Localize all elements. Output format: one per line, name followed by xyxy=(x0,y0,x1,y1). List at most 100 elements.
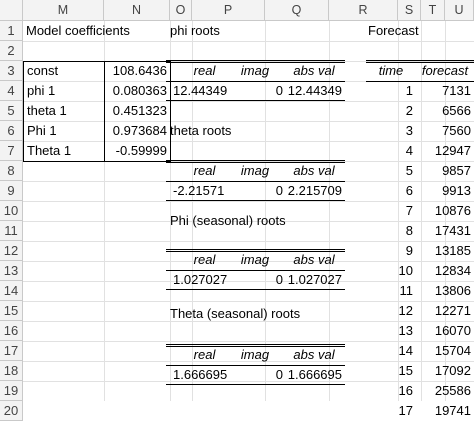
forecast-value-cell[interactable]: 17092 xyxy=(434,363,471,378)
theta-roots-title[interactable]: theta roots xyxy=(170,123,232,138)
row-header-4[interactable]: 4 xyxy=(0,81,23,101)
phi-roots-header-real[interactable]: real xyxy=(193,63,216,78)
model-coefficients-title[interactable]: Model coefficients xyxy=(26,23,130,38)
forecast-value-cell[interactable]: 7131 xyxy=(442,83,471,98)
phi-roots-abs[interactable]: 12.44349 xyxy=(287,83,342,98)
seasonal-phi-roots-header-abs[interactable]: abs val xyxy=(293,252,335,267)
forecast-time-cell[interactable]: 15 xyxy=(398,363,413,378)
row-header-19[interactable]: 19 xyxy=(0,381,23,401)
forecast-value-cell[interactable]: 6566 xyxy=(442,103,471,118)
forecast-value-cell[interactable]: 16070 xyxy=(434,323,471,338)
theta-roots-real[interactable]: -2.21571 xyxy=(173,183,225,198)
column-header-o[interactable]: O xyxy=(170,0,192,21)
column-header-p[interactable]: P xyxy=(192,0,265,21)
forecast-time-cell[interactable]: 6 xyxy=(405,183,413,198)
row-header-17[interactable]: 17 xyxy=(0,341,23,361)
row-header-14[interactable]: 14 xyxy=(0,281,23,301)
forecast-header-forecast[interactable]: forecast xyxy=(421,63,469,78)
seasonal-theta-roots-real[interactable]: 1.666695 xyxy=(173,367,228,382)
forecast-value-cell[interactable]: 9913 xyxy=(442,183,471,198)
forecast-time-cell[interactable]: 16 xyxy=(398,383,413,398)
row-header-1[interactable]: 1 xyxy=(0,21,23,41)
seasonal-theta-roots-abs[interactable]: 1.666695 xyxy=(287,367,342,382)
forecast-value-cell[interactable]: 13185 xyxy=(434,243,471,258)
column-header-u[interactable]: U xyxy=(445,0,474,21)
row-header-13[interactable]: 13 xyxy=(0,261,23,281)
row-header-20[interactable]: 20 xyxy=(0,401,23,421)
forecast-value-cell[interactable]: 12271 xyxy=(434,303,471,318)
column-header-t[interactable]: T xyxy=(421,0,445,21)
coef-value-seasonal-theta1[interactable]: -0.59999 xyxy=(115,143,167,158)
forecast-time-cell[interactable]: 13 xyxy=(398,323,413,338)
column-header-r[interactable]: R xyxy=(329,0,398,21)
coef-label-seasonal-phi1[interactable]: Phi 1 xyxy=(27,123,57,138)
coef-value-theta1[interactable]: 0.451323 xyxy=(112,103,167,118)
forecast-value-cell[interactable]: 15704 xyxy=(434,343,471,358)
seasonal-phi-roots-title[interactable]: Phi (seasonal) roots xyxy=(170,213,286,228)
seasonal-theta-roots-header-imag[interactable]: imag xyxy=(240,347,270,362)
row-header-10[interactable]: 10 xyxy=(0,201,23,221)
row-header-5[interactable]: 5 xyxy=(0,101,23,121)
seasonal-phi-roots-imag[interactable]: 0 xyxy=(275,272,283,287)
forecast-time-cell[interactable]: 12 xyxy=(398,303,413,318)
seasonal-theta-roots-imag[interactable]: 0 xyxy=(275,367,283,382)
coef-value-phi1[interactable]: 0.080363 xyxy=(112,83,167,98)
column-header-n[interactable]: N xyxy=(104,0,170,21)
coef-value-const[interactable]: 108.6436 xyxy=(112,63,167,78)
coef-value-seasonal-phi1[interactable]: 0.973684 xyxy=(112,123,167,138)
coef-label-phi1[interactable]: phi 1 xyxy=(27,83,56,98)
forecast-time-cell[interactable]: 5 xyxy=(405,163,413,178)
row-header-18[interactable]: 18 xyxy=(0,361,23,381)
forecast-value-cell[interactable]: 10876 xyxy=(434,203,471,218)
phi-roots-header-imag[interactable]: imag xyxy=(240,63,270,78)
forecast-time-cell[interactable]: 1 xyxy=(405,83,413,98)
forecast-value-cell[interactable]: 13806 xyxy=(434,283,471,298)
forecast-time-cell[interactable]: 9 xyxy=(405,243,413,258)
row-header-16[interactable]: 16 xyxy=(0,321,23,341)
phi-roots-imag[interactable]: 0 xyxy=(275,83,283,98)
seasonal-theta-roots-header-real[interactable]: real xyxy=(193,347,216,362)
select-all-corner[interactable] xyxy=(0,0,23,21)
forecast-value-cell[interactable]: 7560 xyxy=(442,123,471,138)
forecast-time-cell[interactable]: 11 xyxy=(399,283,414,298)
forecast-title[interactable]: Forecast xyxy=(368,23,419,38)
forecast-value-cell[interactable]: 19741 xyxy=(434,403,471,418)
theta-roots-header-real[interactable]: real xyxy=(193,163,216,178)
row-header-6[interactable]: 6 xyxy=(0,121,23,141)
forecast-time-cell[interactable]: 17 xyxy=(398,403,413,418)
seasonal-theta-roots-title[interactable]: Theta (seasonal) roots xyxy=(170,306,301,321)
phi-roots-real[interactable]: 12.44349 xyxy=(173,83,228,98)
theta-roots-header-abs[interactable]: abs val xyxy=(293,163,335,178)
seasonal-phi-roots-header-imag[interactable]: imag xyxy=(240,252,270,267)
seasonal-theta-roots-header-abs[interactable]: abs val xyxy=(293,347,335,362)
coef-label-const[interactable]: const xyxy=(27,63,59,78)
forecast-time-cell[interactable]: 7 xyxy=(405,203,413,218)
seasonal-phi-roots-abs[interactable]: 1.027027 xyxy=(287,272,342,287)
column-header-q[interactable]: Q xyxy=(265,0,329,21)
forecast-header-time[interactable]: time xyxy=(378,63,404,78)
forecast-time-cell[interactable]: 4 xyxy=(405,143,413,158)
row-header-9[interactable]: 9 xyxy=(0,181,23,201)
theta-roots-header-imag[interactable]: imag xyxy=(240,163,270,178)
forecast-value-cell[interactable]: 17431 xyxy=(434,223,471,238)
forecast-time-cell[interactable]: 10 xyxy=(398,263,413,278)
theta-roots-abs[interactable]: 2.215709 xyxy=(287,183,342,198)
phi-roots-header-abs[interactable]: abs val xyxy=(293,63,335,78)
forecast-time-cell[interactable]: 3 xyxy=(405,123,413,138)
forecast-value-cell[interactable]: 25586 xyxy=(434,383,471,398)
row-header-11[interactable]: 11 xyxy=(0,221,23,241)
forecast-time-cell[interactable]: 2 xyxy=(405,103,413,118)
forecast-value-cell[interactable]: 9857 xyxy=(442,163,471,178)
theta-roots-imag[interactable]: 0 xyxy=(275,183,283,198)
row-header-3[interactable]: 3 xyxy=(0,61,23,81)
row-header-7[interactable]: 7 xyxy=(0,141,23,161)
column-header-m[interactable]: M xyxy=(23,0,104,21)
row-header-2[interactable]: 2 xyxy=(0,41,23,61)
phi-roots-title[interactable]: phi roots xyxy=(170,23,220,38)
seasonal-phi-roots-real[interactable]: 1.027027 xyxy=(173,272,228,287)
forecast-time-cell[interactable]: 14 xyxy=(398,343,413,358)
row-header-8[interactable]: 8 xyxy=(0,161,23,181)
forecast-time-cell[interactable]: 8 xyxy=(405,223,413,238)
forecast-value-cell[interactable]: 12947 xyxy=(434,143,471,158)
seasonal-phi-roots-header-real[interactable]: real xyxy=(193,252,216,267)
